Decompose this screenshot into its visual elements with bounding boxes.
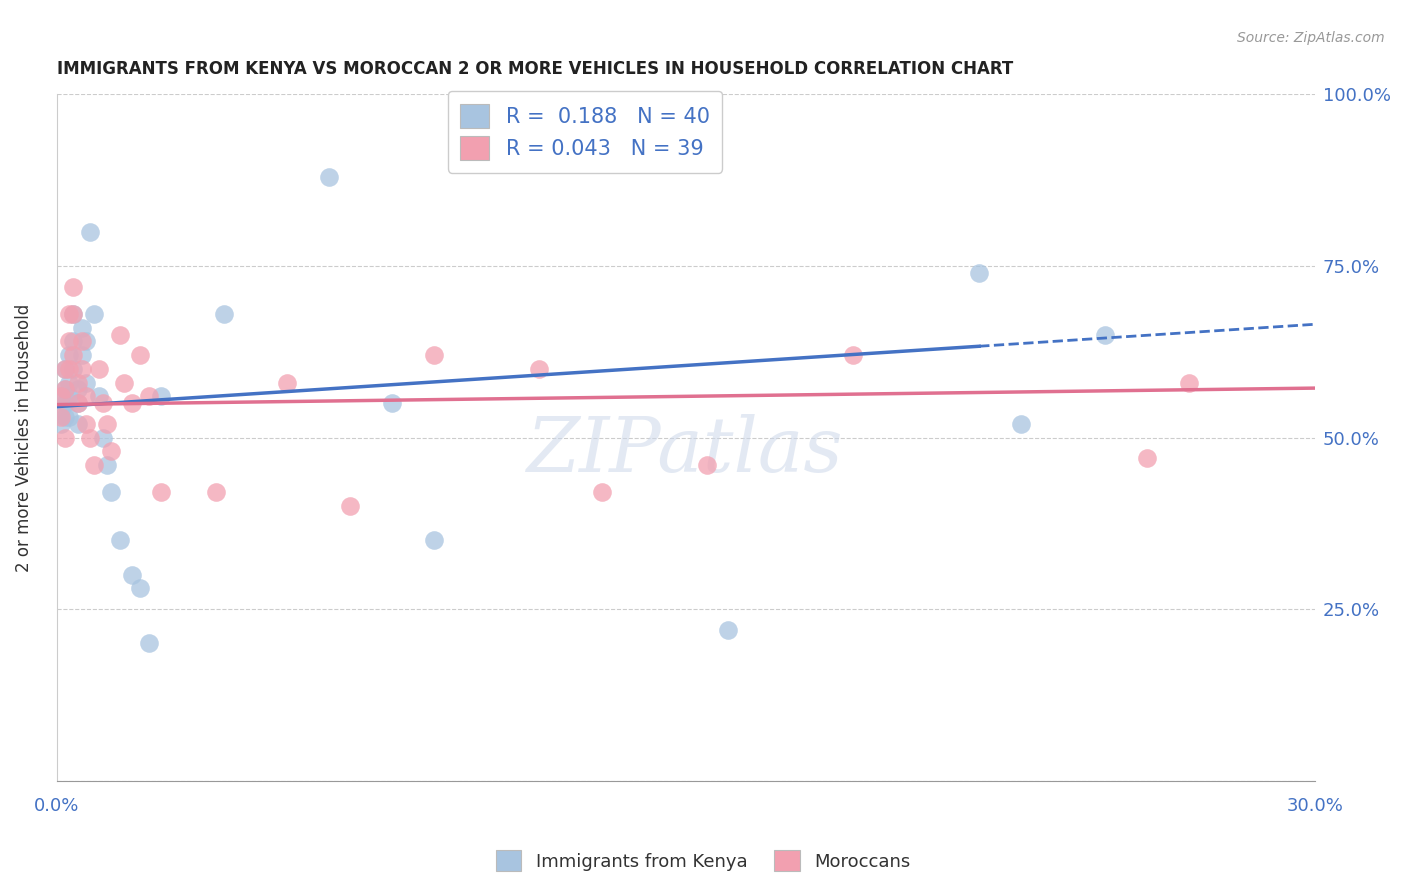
Point: [79, 225, 101, 239]
Point: [591, 485, 613, 500]
Point: [1094, 327, 1116, 342]
Point: [138, 636, 160, 650]
Point: [96, 458, 118, 472]
Point: [83, 458, 105, 472]
Point: [96, 417, 118, 431]
Point: [53, 362, 76, 376]
Point: [49, 409, 72, 424]
Point: [138, 389, 160, 403]
Point: [70, 348, 93, 362]
Point: [967, 266, 990, 280]
Point: [87, 362, 110, 376]
Point: [91, 396, 114, 410]
Text: IMMIGRANTS FROM KENYA VS MOROCCAN 2 OR MORE VEHICLES IN HOUSEHOLD CORRELATION CH: IMMIGRANTS FROM KENYA VS MOROCCAN 2 OR M…: [56, 60, 1012, 78]
Point: [129, 348, 152, 362]
Point: [87, 389, 110, 403]
Point: [716, 623, 738, 637]
Point: [108, 327, 131, 342]
Point: [1136, 451, 1159, 466]
Point: [129, 582, 152, 596]
Point: [75, 376, 97, 390]
Point: [58, 389, 80, 403]
Text: ZIPatlas: ZIPatlas: [527, 414, 844, 488]
Point: [58, 362, 80, 376]
Point: [150, 485, 173, 500]
Point: [58, 376, 80, 390]
Point: [62, 362, 84, 376]
Point: [58, 409, 80, 424]
Point: [70, 334, 93, 349]
Point: [75, 389, 97, 403]
Point: [66, 417, 89, 431]
Point: [112, 376, 135, 390]
Point: [70, 320, 93, 334]
Point: [70, 362, 93, 376]
Point: [91, 430, 114, 444]
Point: [62, 279, 84, 293]
Point: [66, 383, 89, 397]
Point: [276, 376, 298, 390]
Text: Source: ZipAtlas.com: Source: ZipAtlas.com: [1237, 31, 1385, 45]
Point: [49, 389, 72, 403]
Point: [696, 458, 718, 472]
Point: [62, 307, 84, 321]
Point: [49, 389, 72, 403]
Legend: R =  0.188   N = 40, R = 0.043   N = 39: R = 0.188 N = 40, R = 0.043 N = 39: [447, 91, 723, 172]
Point: [62, 348, 84, 362]
Point: [527, 362, 550, 376]
Point: [75, 417, 97, 431]
Point: [53, 396, 76, 410]
Point: [381, 396, 404, 410]
Legend: Immigrants from Kenya, Moroccans: Immigrants from Kenya, Moroccans: [488, 843, 918, 879]
Point: [100, 485, 122, 500]
Point: [62, 307, 84, 321]
Point: [66, 396, 89, 410]
Point: [53, 362, 76, 376]
Point: [339, 499, 361, 513]
Point: [53, 383, 76, 397]
Point: [423, 533, 446, 548]
Point: [423, 348, 446, 362]
Point: [58, 348, 80, 362]
Point: [1178, 376, 1201, 390]
Point: [66, 376, 89, 390]
Point: [53, 383, 76, 397]
Point: [1010, 417, 1032, 431]
Point: [53, 409, 76, 424]
Point: [66, 396, 89, 410]
Point: [205, 485, 228, 500]
Point: [121, 396, 143, 410]
Point: [121, 567, 143, 582]
Point: [58, 307, 80, 321]
Point: [79, 430, 101, 444]
Point: [53, 430, 76, 444]
Point: [62, 334, 84, 349]
Point: [100, 444, 122, 458]
Point: [842, 348, 865, 362]
Point: [49, 417, 72, 431]
Point: [150, 389, 173, 403]
Point: [58, 334, 80, 349]
Point: [83, 307, 105, 321]
Point: [214, 307, 236, 321]
Point: [108, 533, 131, 548]
Point: [75, 334, 97, 349]
Y-axis label: 2 or more Vehicles in Household: 2 or more Vehicles in Household: [15, 303, 32, 572]
Point: [49, 403, 72, 417]
Point: [318, 169, 340, 184]
